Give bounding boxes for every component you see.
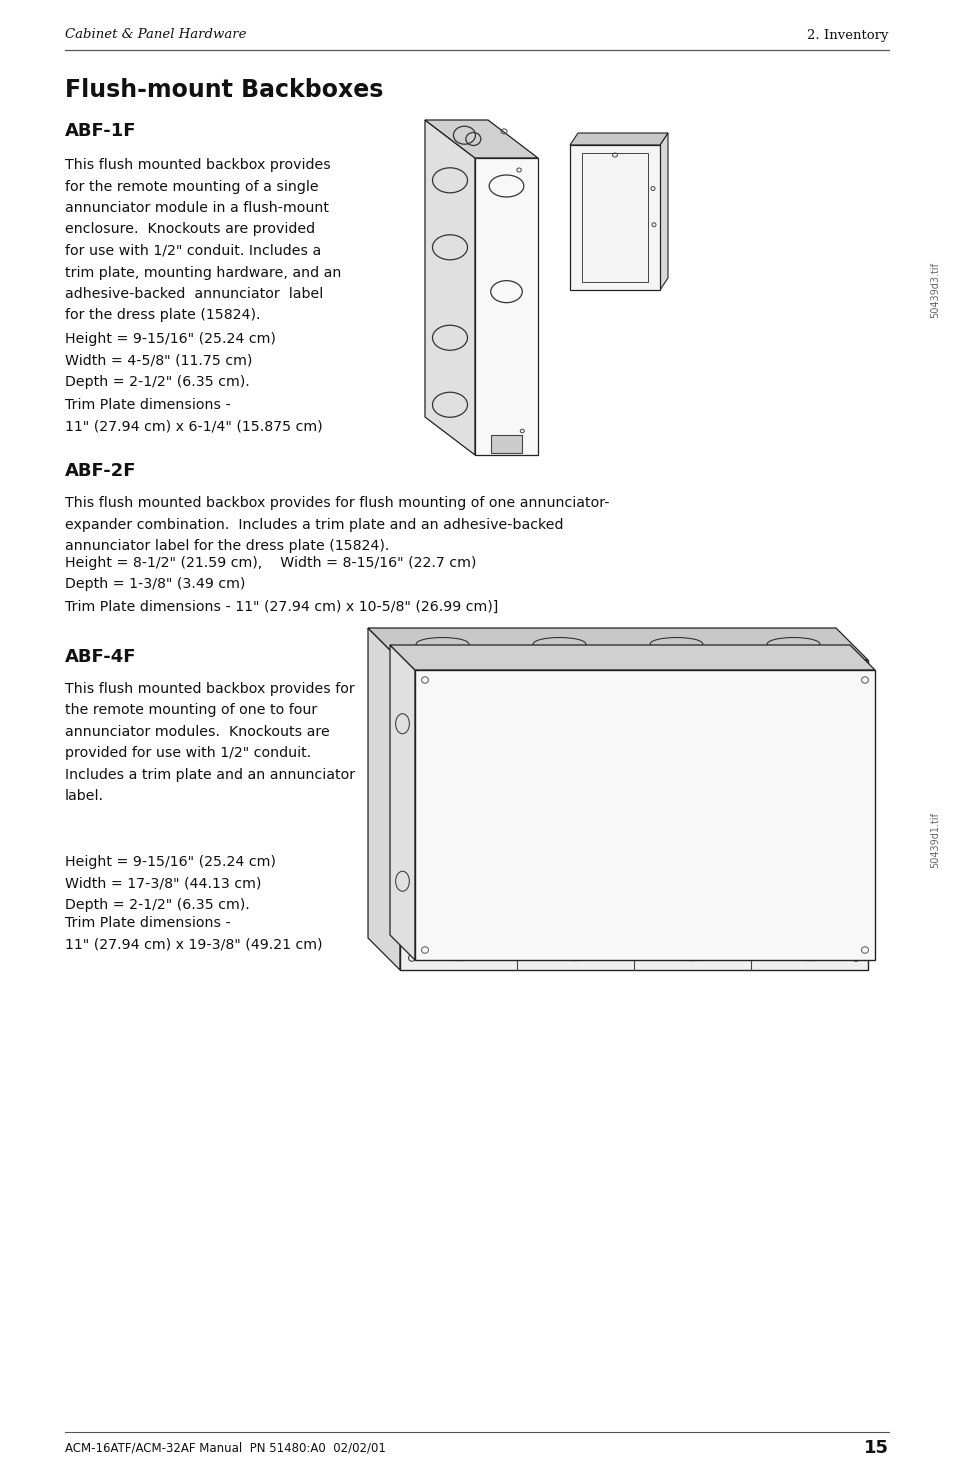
- Text: enclosure.  Knockouts are provided: enclosure. Knockouts are provided: [65, 223, 314, 236]
- Polygon shape: [659, 133, 667, 291]
- Polygon shape: [569, 133, 667, 145]
- Text: Width = 17-3/8" (44.13 cm): Width = 17-3/8" (44.13 cm): [65, 876, 261, 891]
- Polygon shape: [390, 645, 874, 670]
- Bar: [581, 153, 647, 282]
- Polygon shape: [368, 628, 399, 971]
- Text: Trim Plate dimensions - 11" (27.94 cm) x 10-5/8" (26.99 cm)]: Trim Plate dimensions - 11" (27.94 cm) x…: [65, 600, 497, 614]
- Text: Trim Plate dimensions -: Trim Plate dimensions -: [65, 916, 231, 931]
- Text: 11" (27.94 cm) x 6-1/4" (15.875 cm): 11" (27.94 cm) x 6-1/4" (15.875 cm): [65, 419, 322, 434]
- Text: 2. Inventory: 2. Inventory: [806, 28, 888, 41]
- Text: Width = 4-5/8" (11.75 cm): Width = 4-5/8" (11.75 cm): [65, 354, 253, 367]
- Text: Depth = 1-3/8" (3.49 cm): Depth = 1-3/8" (3.49 cm): [65, 578, 245, 591]
- Bar: [569, 145, 659, 291]
- Text: expander combination.  Includes a trim plate and an adhesive-backed: expander combination. Includes a trim pl…: [65, 518, 563, 531]
- Text: ACM-16ATF/ACM-32AF Manual  PN 51480:A0  02/02/01: ACM-16ATF/ACM-32AF Manual PN 51480:A0 02…: [65, 1441, 385, 1454]
- Text: Trim Plate dimensions -: Trim Plate dimensions -: [65, 398, 231, 412]
- Text: provided for use with 1/2" conduit.: provided for use with 1/2" conduit.: [65, 746, 311, 761]
- Text: trim plate, mounting hardware, and an: trim plate, mounting hardware, and an: [65, 266, 341, 279]
- Text: ABF-1F: ABF-1F: [65, 122, 136, 140]
- Polygon shape: [390, 645, 415, 960]
- Bar: [490, 435, 521, 453]
- Text: Height = 9-15/16" (25.24 cm): Height = 9-15/16" (25.24 cm): [65, 855, 275, 869]
- Text: Height = 9-15/16" (25.24 cm): Height = 9-15/16" (25.24 cm): [65, 332, 275, 347]
- Text: Cabinet & Panel Hardware: Cabinet & Panel Hardware: [65, 28, 246, 41]
- Bar: [399, 659, 867, 971]
- Text: annunciator modules.  Knockouts are: annunciator modules. Knockouts are: [65, 726, 330, 739]
- Text: This flush mounted backbox provides for: This flush mounted backbox provides for: [65, 681, 355, 696]
- Text: annunciator label for the dress plate (15824).: annunciator label for the dress plate (1…: [65, 538, 389, 553]
- Text: for the dress plate (15824).: for the dress plate (15824).: [65, 308, 260, 323]
- Text: adhesive-backed  annunciator  label: adhesive-backed annunciator label: [65, 288, 323, 301]
- Text: Depth = 2-1/2" (6.35 cm).: Depth = 2-1/2" (6.35 cm).: [65, 898, 250, 912]
- Text: This flush mounted backbox provides for flush mounting of one annunciator-: This flush mounted backbox provides for …: [65, 496, 609, 510]
- Bar: [475, 158, 537, 454]
- Text: annunciator module in a flush-mount: annunciator module in a flush-mount: [65, 201, 329, 215]
- Text: for use with 1/2" conduit. Includes a: for use with 1/2" conduit. Includes a: [65, 243, 321, 258]
- Bar: [415, 670, 874, 960]
- Text: 15: 15: [863, 1440, 888, 1457]
- Text: Height = 8-1/2" (21.59 cm),    Width = 8-15/16" (22.7 cm): Height = 8-1/2" (21.59 cm), Width = 8-15…: [65, 556, 476, 569]
- Text: the remote mounting of one to four: the remote mounting of one to four: [65, 704, 317, 717]
- Text: 50439d1.tif: 50439d1.tif: [929, 813, 939, 867]
- Text: 50439d3.tif: 50439d3.tif: [929, 263, 939, 319]
- Text: ABF-2F: ABF-2F: [65, 462, 136, 479]
- Text: Depth = 2-1/2" (6.35 cm).: Depth = 2-1/2" (6.35 cm).: [65, 375, 250, 389]
- Text: Flush-mount Backboxes: Flush-mount Backboxes: [65, 78, 383, 102]
- Text: This flush mounted backbox provides: This flush mounted backbox provides: [65, 158, 331, 173]
- Polygon shape: [368, 628, 867, 659]
- Polygon shape: [424, 119, 475, 454]
- Text: label.: label.: [65, 789, 104, 804]
- Text: 11" (27.94 cm) x 19-3/8" (49.21 cm): 11" (27.94 cm) x 19-3/8" (49.21 cm): [65, 938, 322, 951]
- Polygon shape: [424, 119, 537, 158]
- Text: for the remote mounting of a single: for the remote mounting of a single: [65, 180, 318, 193]
- Text: Includes a trim plate and an annunciator: Includes a trim plate and an annunciator: [65, 768, 355, 782]
- Text: ABF-4F: ABF-4F: [65, 648, 136, 667]
